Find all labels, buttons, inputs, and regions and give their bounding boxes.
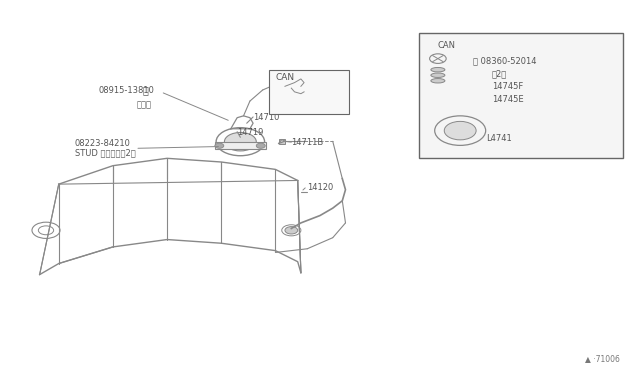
Ellipse shape (431, 73, 445, 77)
Ellipse shape (431, 78, 445, 83)
Text: 14751: 14751 (310, 90, 337, 99)
Text: 08915-13810: 08915-13810 (99, 86, 154, 94)
Circle shape (225, 132, 256, 151)
Text: 14710: 14710 (253, 113, 280, 122)
Bar (419, 33, 623, 158)
Circle shape (444, 121, 476, 140)
Text: ▲ ·71006: ▲ ·71006 (584, 354, 620, 363)
Text: L4741: L4741 (486, 134, 511, 142)
Text: （2）: （2） (492, 69, 508, 78)
Text: 14719: 14719 (237, 128, 264, 137)
Text: （２）: （２） (136, 100, 151, 109)
Bar (278, 139, 285, 144)
Text: Ⓦ: Ⓦ (142, 85, 148, 95)
FancyBboxPatch shape (215, 142, 266, 149)
Text: STUD スタッド（2）: STUD スタッド（2） (75, 148, 136, 157)
Text: 14745E: 14745E (492, 95, 524, 104)
Circle shape (256, 143, 265, 148)
Circle shape (285, 227, 298, 234)
Text: 14745F: 14745F (492, 82, 524, 91)
Text: 14120: 14120 (307, 183, 333, 192)
Text: CAN: CAN (438, 41, 456, 50)
Text: 08223-84210: 08223-84210 (75, 139, 131, 148)
Text: Ⓢ 08360-52014: Ⓢ 08360-52014 (473, 56, 536, 65)
Bar (269, 70, 349, 114)
Ellipse shape (431, 67, 445, 72)
Text: CAN: CAN (275, 73, 294, 82)
Text: 14711B: 14711B (291, 138, 324, 147)
Text: CAN: CAN (294, 74, 312, 83)
Circle shape (215, 143, 224, 148)
